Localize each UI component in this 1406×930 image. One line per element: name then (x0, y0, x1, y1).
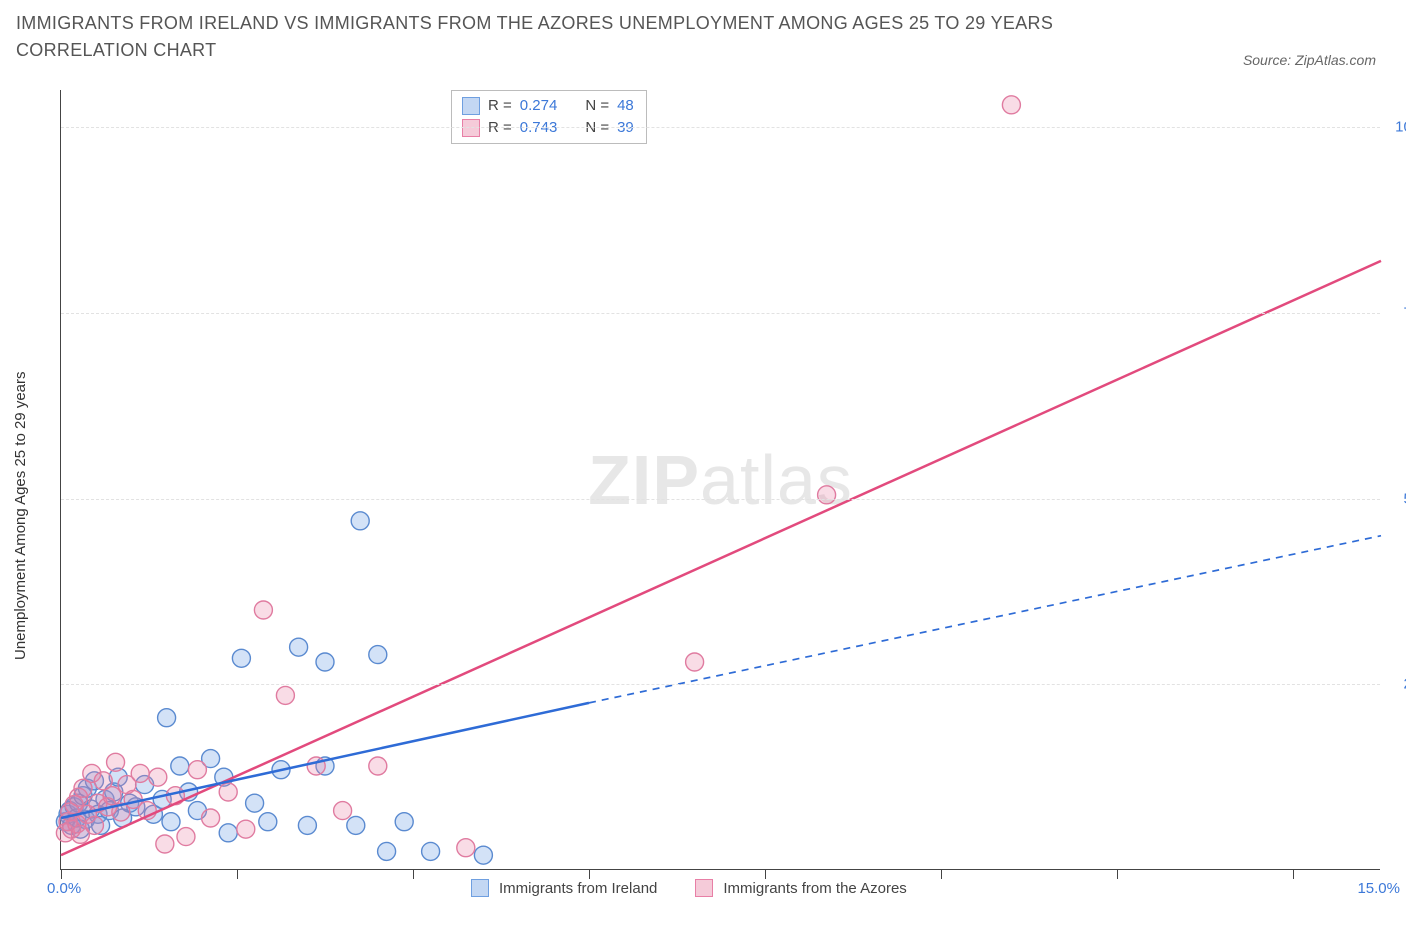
data-point (162, 813, 180, 831)
swatch-series-1 (462, 97, 480, 115)
trend-line (61, 261, 1381, 855)
data-point (1002, 96, 1020, 114)
data-point (85, 816, 103, 834)
data-point (290, 638, 308, 656)
gridline (61, 499, 1380, 500)
data-point (156, 835, 174, 853)
data-point (298, 816, 316, 834)
data-point (347, 816, 365, 834)
data-point (149, 768, 167, 786)
data-point (276, 686, 294, 704)
data-point (474, 846, 492, 864)
legend-label-1: Immigrants from Ireland (499, 880, 657, 897)
legend-swatch-1 (471, 879, 489, 897)
y-axis-label: Unemployment Among Ages 25 to 29 years (12, 371, 29, 660)
data-point (818, 486, 836, 504)
data-point (219, 783, 237, 801)
gridline (61, 313, 1380, 314)
x-tick (1293, 869, 1294, 879)
source-attribution: Source: ZipAtlas.com (1243, 52, 1376, 68)
x-axis-min-label: 0.0% (47, 880, 81, 897)
x-tick (237, 869, 238, 879)
scatter-svg (61, 90, 1381, 870)
data-point (158, 709, 176, 727)
data-point (131, 764, 149, 782)
bottom-legend: Immigrants from Ireland Immigrants from … (471, 879, 907, 897)
data-point (202, 809, 220, 827)
data-point (316, 653, 334, 671)
chart-container: IMMIGRANTS FROM IRELAND VS IMMIGRANTS FR… (0, 0, 1406, 930)
gridline (61, 684, 1380, 685)
n-label-1: N = (585, 95, 609, 117)
data-point (103, 787, 121, 805)
legend-swatch-2 (695, 879, 713, 897)
x-tick (413, 869, 414, 879)
data-point (395, 813, 413, 831)
gridline (61, 127, 1380, 128)
source-prefix: Source: (1243, 52, 1295, 68)
data-point (686, 653, 704, 671)
y-tick-label: 100.0% (1395, 119, 1406, 136)
x-axis-max-label: 15.0% (1357, 880, 1400, 897)
r-value-1: 0.274 (520, 95, 558, 117)
chart-title: IMMIGRANTS FROM IRELAND VS IMMIGRANTS FR… (16, 10, 1116, 64)
x-tick (61, 869, 62, 879)
data-point (351, 512, 369, 530)
data-point (246, 794, 264, 812)
n-value-1: 48 (617, 95, 634, 117)
stats-row-1: R = 0.274 N = 48 (462, 95, 634, 117)
r-label-1: R = (488, 95, 512, 117)
data-point (369, 757, 387, 775)
data-point (369, 646, 387, 664)
source-name: ZipAtlas.com (1295, 52, 1376, 68)
x-tick (589, 869, 590, 879)
data-point (107, 753, 125, 771)
plot-area: ZIPatlas R = 0.274 N = 48 R = 0.743 N = … (60, 90, 1380, 870)
x-tick (1117, 869, 1118, 879)
data-point (171, 757, 189, 775)
data-point (177, 828, 195, 846)
legend-label-2: Immigrants from the Azores (723, 880, 906, 897)
data-point (422, 842, 440, 860)
data-point (232, 649, 250, 667)
data-point (334, 802, 352, 820)
data-point (259, 813, 277, 831)
x-tick (765, 869, 766, 879)
data-point (188, 761, 206, 779)
stats-legend-box: R = 0.274 N = 48 R = 0.743 N = 39 (451, 90, 647, 144)
data-point (254, 601, 272, 619)
data-point (457, 839, 475, 857)
data-point (237, 820, 255, 838)
trend-line (61, 703, 589, 818)
x-tick (941, 869, 942, 879)
data-point (219, 824, 237, 842)
trend-line (589, 536, 1381, 703)
data-point (378, 842, 396, 860)
